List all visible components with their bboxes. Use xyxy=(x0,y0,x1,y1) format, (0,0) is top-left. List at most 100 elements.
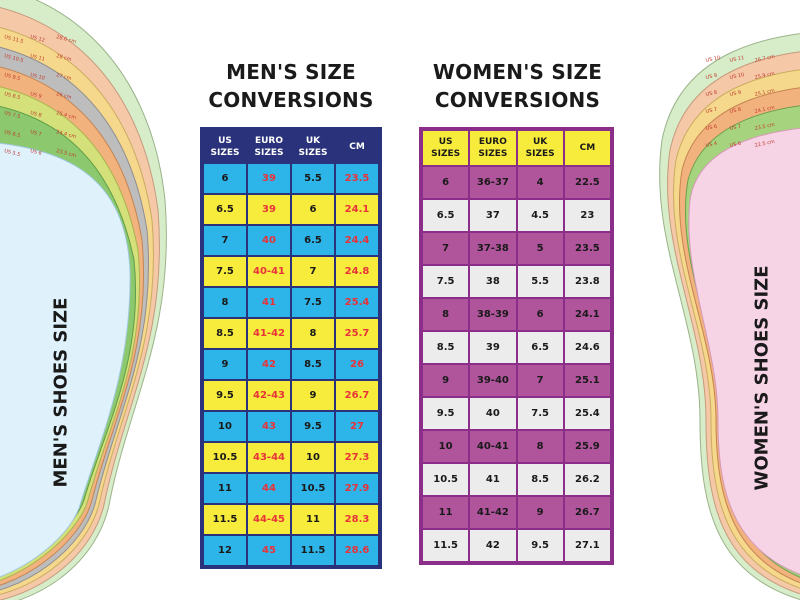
men-cell-uk: 7 xyxy=(292,257,334,286)
women-cell-cm: 24.1 xyxy=(564,299,610,330)
men-header-euro-1: EURO xyxy=(254,135,284,146)
men-cell-euro: 43 xyxy=(248,412,290,441)
women-cell-uk: 5 xyxy=(517,233,563,264)
men-insole-size-labels: US 11.5 US 12 28.6 cm US 10.5 US 11 28 cm US 9… xyxy=(3,34,76,159)
men-cell-uk: 9 xyxy=(292,381,334,410)
women-cell-euro: 39-40 xyxy=(470,365,516,396)
insole-size-label: US 6 xyxy=(705,124,718,132)
women-cell-euro: 38 xyxy=(470,266,516,297)
men-cell-us: 11 xyxy=(204,474,246,503)
women-table-header-row: US SIZES EURO SIZES UK SIZES CM xyxy=(423,131,610,165)
women-cell-us: 9 xyxy=(423,365,469,396)
women-cell-euro: 40 xyxy=(470,398,516,429)
men-header-cm: CM xyxy=(336,131,378,162)
insole-size-label: 23.5 cm xyxy=(754,122,775,132)
men-cell-euro: 41 xyxy=(248,288,290,317)
women-cell-uk: 5.5 xyxy=(517,266,563,297)
men-cell-us: 7.5 xyxy=(204,257,246,286)
men-cell-euro: 40 xyxy=(248,226,290,255)
men-table-title: MEN'S SIZE CONVERSIONS xyxy=(200,58,382,114)
women-cell-uk: 6 xyxy=(517,299,563,330)
men-cell-uk: 10 xyxy=(292,443,334,472)
women-table-row: 10 40-41 8 25.9 xyxy=(423,431,610,462)
men-table-row: 8 41 7.5 25.4 xyxy=(204,288,378,317)
insole-size-label: 28.6 cm xyxy=(55,34,76,45)
men-cell-us: 7 xyxy=(204,226,246,255)
men-cell-uk: 7.5 xyxy=(292,288,334,317)
women-insole-outlines xyxy=(659,33,800,600)
men-cell-us: 9 xyxy=(204,350,246,379)
men-cell-cm: 23.5 xyxy=(336,164,378,193)
men-table-row: 10 43 9.5 27 xyxy=(204,412,378,441)
women-shoes-size-label: WOMEN'S SHOES SIZE xyxy=(751,265,773,491)
women-cell-uk: 7.5 xyxy=(517,398,563,429)
women-table-row: 10.5 41 8.5 26.2 xyxy=(423,464,610,495)
insole-size-label: US 7 xyxy=(729,124,742,132)
men-cell-cm: 24.4 xyxy=(336,226,378,255)
women-table-row: 9.5 40 7.5 25.4 xyxy=(423,398,610,429)
men-header-uk-2: SIZES xyxy=(298,147,328,158)
women-cell-euro: 40-41 xyxy=(470,431,516,462)
women-cell-us: 8.5 xyxy=(423,332,469,363)
women-cell-us: 11 xyxy=(423,497,469,528)
insole-size-label: US 7 xyxy=(705,107,718,115)
men-cell-cm: 25.7 xyxy=(336,319,378,348)
men-title-line-2: CONVERSIONS xyxy=(208,88,374,112)
women-cell-euro: 37 xyxy=(470,200,516,231)
men-size-table: US SIZES EURO SIZES UK SIZES CM 6 39 5.5 23.5 6… xyxy=(200,127,382,569)
women-title-line-2: CONVERSIONS xyxy=(434,88,601,112)
insole-size-label: US 7.5 xyxy=(3,110,20,120)
insole-size-label: US 9 xyxy=(729,90,742,98)
men-cell-euro: 43-44 xyxy=(248,443,290,472)
men-table-row: 8.5 41-42 8 25.7 xyxy=(204,319,378,348)
men-cell-uk: 11.5 xyxy=(292,536,334,565)
women-header-cm: CM xyxy=(564,131,610,165)
insole-size-label: US 12 xyxy=(29,34,45,44)
women-cell-euro: 41 xyxy=(470,464,516,495)
insole-size-label: 26.7 cm xyxy=(754,54,775,64)
women-cell-us: 11.5 xyxy=(423,530,469,561)
women-cell-cm: 23 xyxy=(564,200,610,231)
men-cell-euro: 44-45 xyxy=(248,505,290,534)
men-cell-us: 12 xyxy=(204,536,246,565)
women-header-us-1: US xyxy=(438,137,453,147)
women-cell-us: 10.5 xyxy=(423,464,469,495)
women-cell-uk: 6.5 xyxy=(517,332,563,363)
men-header-uk: UK SIZES xyxy=(292,131,334,162)
insole-size-label: US 6 xyxy=(29,148,42,157)
women-cell-euro: 42 xyxy=(470,530,516,561)
insole-size-label: 25.4 cm xyxy=(55,110,76,121)
men-cell-uk: 10.5 xyxy=(292,474,334,503)
women-header-uk-1: UK xyxy=(532,137,548,147)
women-size-table: US SIZES EURO SIZES UK SIZES CM 6 36-37 4 22.5… xyxy=(419,127,614,565)
men-header-euro: EURO SIZES xyxy=(248,131,290,162)
women-cell-euro: 41-42 xyxy=(470,497,516,528)
women-cell-us: 9.5 xyxy=(423,398,469,429)
insole-size-label: US 11.5 xyxy=(3,34,23,45)
men-cell-euro: 39 xyxy=(248,195,290,224)
women-cell-uk: 8.5 xyxy=(517,464,563,495)
men-cell-cm: 27.3 xyxy=(336,443,378,472)
men-table-row: 6 39 5.5 23.5 xyxy=(204,164,378,193)
men-cell-uk: 9.5 xyxy=(292,412,334,441)
men-cell-us: 10.5 xyxy=(204,443,246,472)
women-header-euro: EURO SIZES xyxy=(470,131,516,165)
women-cell-uk: 9 xyxy=(517,497,563,528)
men-insole-outlines xyxy=(0,0,167,600)
men-header-euro-2: SIZES xyxy=(254,147,284,158)
women-cell-euro: 36-37 xyxy=(470,167,516,198)
insole-size-label: US 9 xyxy=(705,73,718,81)
insole-size-label: US 10 xyxy=(729,72,745,81)
men-cell-uk: 6.5 xyxy=(292,226,334,255)
men-table-header-row: US SIZES EURO SIZES UK SIZES CM xyxy=(204,131,378,162)
women-table-row: 9 39-40 7 25.1 xyxy=(423,365,610,396)
insole-size-label: US 10 xyxy=(29,72,45,82)
women-cell-cm: 26.2 xyxy=(564,464,610,495)
men-cell-euro: 41-42 xyxy=(248,319,290,348)
men-cell-cm: 27.9 xyxy=(336,474,378,503)
men-header-uk-1: UK xyxy=(305,135,321,146)
insole-size-label: US 11 xyxy=(729,55,745,64)
men-cell-uk: 8.5 xyxy=(292,350,334,379)
women-header-uk: UK SIZES xyxy=(517,131,563,165)
